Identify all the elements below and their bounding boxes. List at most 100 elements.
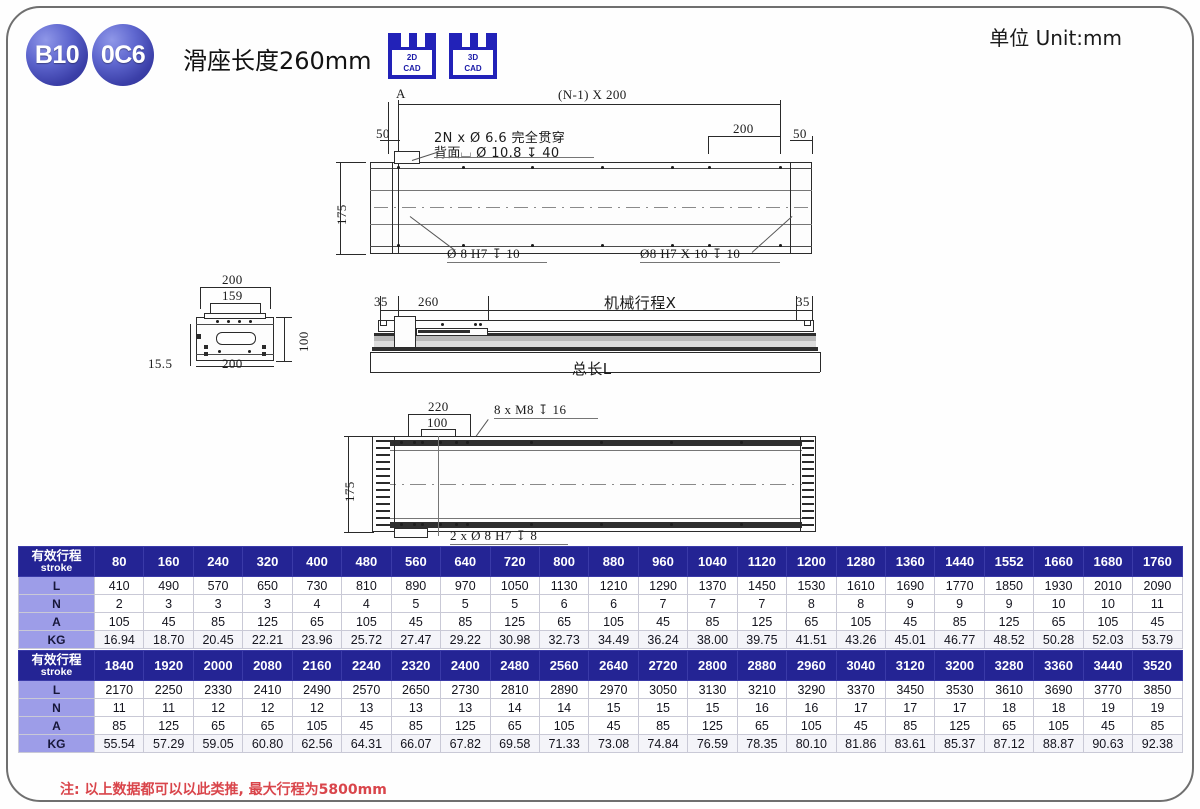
spec-table-stroke-value: 2720 [637, 650, 689, 681]
spec-table-stroke-value: 2400 [440, 650, 491, 681]
spec-table-cell: 25.72 [341, 630, 392, 649]
bottomview-hole [740, 523, 743, 526]
spec-table-row-a: A 85 125 65 65 105 45 85 125 65 105 45 85 125 65 105 45 8… [18, 716, 1183, 735]
spec-table-cell: 55.54 [93, 734, 145, 753]
spec-table-cell: 45 [143, 612, 194, 631]
spec-table-body: 有效行程 stroke 80 160 240 320 400 480 560 640 720 800 8… [18, 546, 1183, 753]
sectionview-top-plate [204, 313, 266, 319]
cad-3d-line1: 3D [467, 53, 479, 62]
spec-table-cell: 125 [440, 716, 491, 735]
bottomview-dim220-ext-l [408, 414, 409, 436]
topview-endcap-left2 [398, 162, 399, 254]
spec-table-cell: 1930 [1033, 576, 1084, 595]
spec-table-cell: 7 [637, 594, 689, 613]
cad-3d-line2: CAD [464, 64, 482, 73]
spec-table-cell: 81.86 [835, 734, 887, 753]
cad-2d-download-icon[interactable]: 2D CAD [388, 33, 436, 79]
spec-table-cell: 22.21 [242, 630, 293, 649]
topview-hole [779, 244, 782, 247]
bottomview-top-band [378, 440, 810, 446]
sideview-grey-band [374, 336, 816, 341]
spec-table-cell: 15 [588, 698, 639, 717]
spec-table-stroke-value: 1120 [736, 546, 788, 577]
sideview-marker [474, 323, 477, 326]
spec-table-row-a: A 105 45 85 125 65 105 45 85 125 65 105 45 85 125 65 105… [18, 612, 1183, 631]
spec-table-row-kg: KG 16.94 18.70 20.45 22.21 23.96 25.72 27.47 29.… [18, 630, 1183, 649]
spec-table-cell: 45 [637, 612, 689, 631]
spec-table-cell: 125 [242, 612, 293, 631]
topview-note-underline [434, 157, 594, 158]
spec-table-cell: 1290 [637, 576, 689, 595]
cad-3d-download-icon[interactable]: 3D CAD [449, 33, 497, 79]
topview-inner-line-2 [370, 190, 812, 191]
sideview-total-dimline [370, 372, 820, 373]
bottomview-pin-ext [438, 436, 439, 536]
spec-table-cell: 2570 [341, 680, 392, 699]
sectionview-hole [218, 350, 221, 353]
topview-left-edge-label: 50 [376, 126, 390, 141]
topview-hole [671, 244, 674, 247]
spec-table-cell: 74.84 [637, 734, 689, 753]
sectionview-height-tick-top [276, 317, 292, 318]
spec-table-cell: 45 [1132, 612, 1183, 631]
spec-table-cell: 17 [884, 698, 936, 717]
sideview-right-edge-label: 35 [796, 294, 810, 309]
spec-table-cell: 65 [983, 716, 1035, 735]
spec-table-stroke-value: 3520 [1132, 650, 1183, 681]
spec-table-cell: 71.33 [538, 734, 590, 753]
spec-table-cell: 970 [440, 576, 491, 595]
spec-table-cell: 53.79 [1132, 630, 1183, 649]
bottomview-height-label: 175 [342, 481, 357, 502]
spec-table-cell: 46.77 [934, 630, 985, 649]
topview-hole [531, 166, 534, 169]
spec-table-cell: 65 [489, 716, 540, 735]
topview-hole [462, 244, 465, 247]
topview-hole [708, 244, 711, 247]
spec-table-stroke-value: 1760 [1132, 546, 1183, 577]
bottomview-note-m8-underline [494, 418, 598, 419]
sectionview-base-width-label: 200 [222, 356, 243, 371]
topview-pitch-dimline [708, 136, 780, 137]
spec-table-cell: 1370 [687, 576, 738, 595]
spec-table-cell: 12 [291, 698, 343, 717]
spec-table-cell: 57.29 [143, 734, 194, 753]
sideview-left35-ext2 [398, 296, 399, 326]
spec-table-cell: 45 [588, 716, 639, 735]
sideview-end-fitting-right [804, 320, 811, 326]
spec-table-stroke-header: 有效行程 stroke [18, 546, 95, 577]
spec-table-stroke-value: 1200 [786, 546, 837, 577]
sectionview-height-tick-bot [276, 361, 292, 362]
sideview-right35-ext2 [812, 296, 813, 326]
bottomview-hole [740, 441, 743, 444]
topview-note4-underline [640, 262, 780, 263]
spec-table-cell: 27.47 [390, 630, 442, 649]
spec-table-cell: 3690 [1033, 680, 1084, 699]
sectionview-side-marker [262, 345, 266, 349]
topview-hole [397, 166, 400, 169]
spec-table-stroke-value: 160 [143, 546, 194, 577]
spec-table-stroke-value: 3040 [835, 650, 887, 681]
spec-table-row-n: N 11 11 12 12 12 13 13 13 14 14 15 15 15 16 16 17 17 17 18 1… [18, 698, 1183, 717]
spec-table-cell: 1210 [588, 576, 639, 595]
spec-table-cell: 29.22 [440, 630, 491, 649]
spec-table-cell: 19 [1132, 698, 1183, 717]
spec-table-cell: 23.96 [291, 630, 343, 649]
spec-table-cell: 85 [687, 612, 738, 631]
spec-table-stroke-value: 2240 [341, 650, 392, 681]
spec-table-row-label: L [18, 576, 95, 595]
spec-table-cell: 10 [1033, 594, 1084, 613]
spec-table-cell: 105 [786, 716, 837, 735]
spec-table-cell: 15 [637, 698, 689, 717]
topview-span-label: (N-1) X 200 [558, 87, 627, 102]
spec-table-cell: 41.51 [786, 630, 837, 649]
spec-table-cell: 1770 [934, 576, 985, 595]
sideview-left35-dimline [380, 310, 398, 311]
spec-table-row-l: L 410 490 570 650 730 810 890 970 1050 1130 1210 129… [18, 576, 1183, 595]
topview-span-ext-left [398, 104, 399, 152]
spec-table-stroke-value: 2640 [588, 650, 639, 681]
topview-height-tick-bot [336, 254, 366, 255]
spec-table-cell: 65 [1033, 612, 1084, 631]
topview-note-thruhole: 2N x Ø 6.6 完全贯穿 [434, 131, 566, 146]
spec-table-cell: 67.82 [440, 734, 491, 753]
bottomview-hole [413, 523, 416, 526]
